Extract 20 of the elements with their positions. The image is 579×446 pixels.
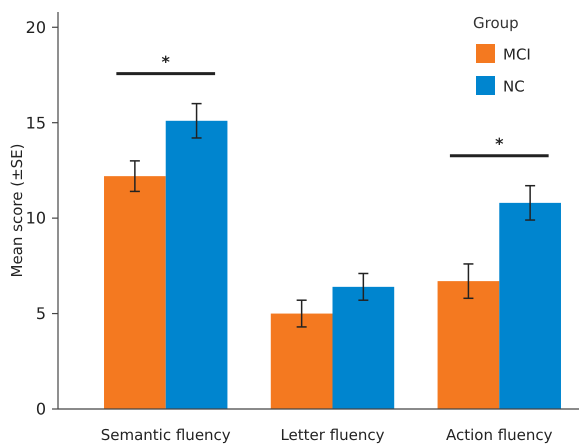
y-tick-label: 10: [26, 208, 46, 228]
bar: [270, 314, 332, 409]
bar: [104, 176, 166, 409]
y-tick-label: 20: [26, 18, 46, 37]
bar: [332, 286, 394, 409]
bar: [166, 120, 228, 409]
y-tick-label: 5: [36, 304, 46, 324]
legend-title: Group: [473, 14, 519, 32]
bar: [438, 281, 500, 409]
y-tick-label: 0: [36, 400, 46, 419]
x-tick-label: Letter fluency: [280, 426, 385, 444]
legend-label: MCI: [503, 45, 531, 64]
bar: [499, 202, 561, 409]
y-axis-title: Mean score (±SE): [8, 144, 26, 278]
y-tick-label: 15: [26, 113, 46, 132]
x-tick-label: Semantic fluency: [100, 426, 231, 444]
annotation: *: [495, 134, 504, 154]
x-tick-label: Action fluency: [446, 426, 553, 444]
annotation: *: [162, 52, 171, 72]
legend-label: NC: [503, 77, 525, 96]
